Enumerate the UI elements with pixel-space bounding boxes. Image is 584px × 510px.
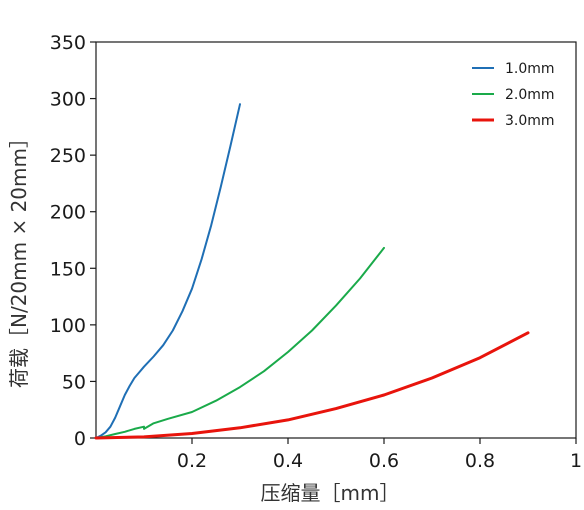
plot-frame — [95, 41, 577, 439]
y-tick-label: 100 — [50, 315, 86, 337]
series-line-2 — [95, 246, 385, 439]
series-layer — [94, 103, 530, 440]
series-line-1 — [95, 103, 241, 439]
x-tick-label: 0.2 — [177, 450, 207, 472]
y-tick-label: 350 — [50, 32, 86, 54]
legend-label-2: 2.0mm — [505, 87, 555, 103]
x-tick-label: 0.6 — [369, 450, 399, 472]
x-axis-title: 压缩量［mm］ — [261, 481, 400, 505]
y-axis-title: 荷载［N/20mm × 20mm］ — [7, 128, 31, 388]
y-tick-label: 250 — [50, 145, 86, 167]
y-tick-label: 50 — [62, 371, 86, 393]
y-tick-label: 300 — [50, 89, 86, 111]
x-axis-ticks: 0.2 0.4 0.6 0.8 1 — [177, 438, 582, 472]
legend-label-3: 3.0mm — [505, 113, 555, 129]
x-tick-label: 0.8 — [465, 450, 495, 472]
legend: 1.0mm 2.0mm 3.0mm — [472, 61, 555, 129]
x-tick-label: 0.4 — [273, 450, 303, 472]
legend-label-1: 1.0mm — [505, 61, 555, 77]
y-tick-label: 150 — [50, 258, 86, 280]
series-line-3 — [94, 331, 530, 440]
y-axis-ticks: 0 50 100 150 200 250 300 350 — [50, 32, 96, 450]
y-tick-label: 200 — [50, 202, 86, 224]
x-tick-label: 1 — [570, 450, 582, 472]
plot-area — [95, 41, 577, 439]
y-tick-label: 0 — [74, 428, 86, 450]
